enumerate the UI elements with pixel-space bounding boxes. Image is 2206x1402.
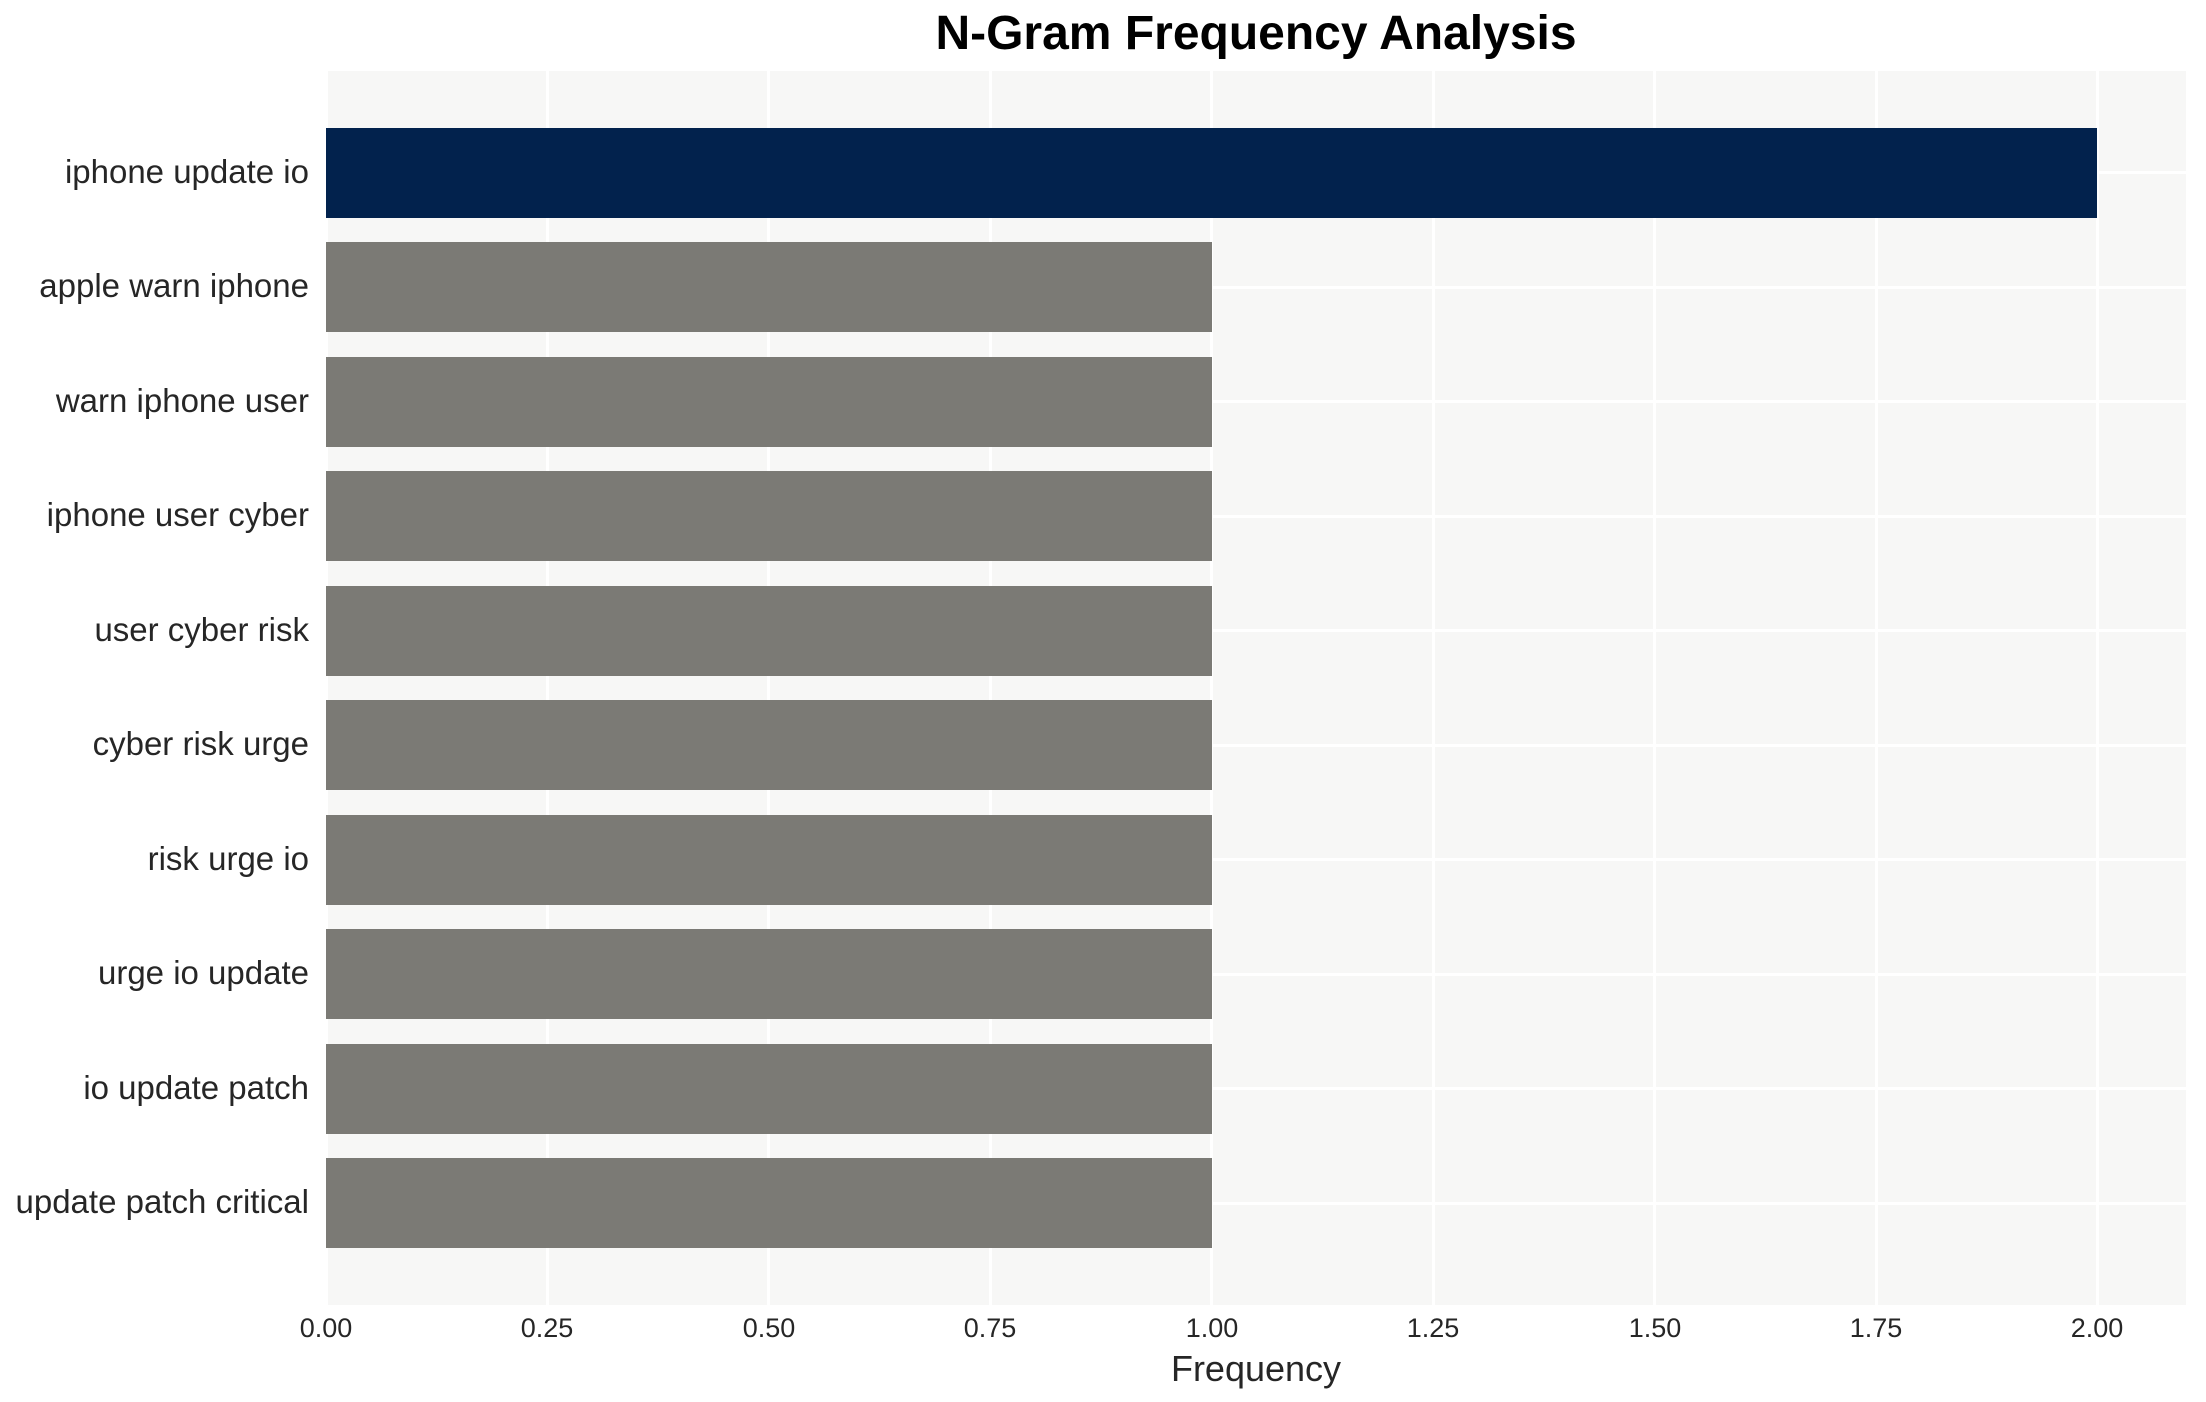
- x-tick-label: 0.75: [963, 1313, 1017, 1343]
- y-tick-label: apple warn iphone: [39, 267, 309, 304]
- grid-line-horizontal: [326, 973, 2186, 976]
- bar: [326, 242, 1212, 332]
- bar: [326, 128, 2097, 218]
- grid-line-vertical: [2096, 71, 2099, 1305]
- x-tick-label: 2.00: [2070, 1313, 2124, 1343]
- bar: [326, 471, 1212, 561]
- x-axis-label: Frequency: [1170, 1348, 1342, 1389]
- bar: [326, 700, 1212, 790]
- grid-line-horizontal: [326, 286, 2186, 289]
- y-tick-label: update patch critical: [15, 1183, 309, 1220]
- x-tick-label: 0.50: [742, 1313, 796, 1343]
- bar: [326, 1158, 1212, 1248]
- bar: [326, 1044, 1212, 1134]
- grid-line-horizontal: [326, 629, 2186, 632]
- grid-line-horizontal: [326, 1202, 2186, 1205]
- grid-line-horizontal: [326, 400, 2186, 403]
- grid-line-vertical: [325, 71, 328, 1305]
- y-tick-label: warn iphone user: [55, 382, 309, 419]
- bar: [326, 586, 1212, 676]
- y-tick-label: risk urge io: [147, 840, 309, 877]
- grid-line-vertical: [1875, 71, 1878, 1305]
- bar: [326, 357, 1212, 447]
- grid-line-vertical: [546, 71, 549, 1305]
- x-tick-label: 1.25: [1406, 1313, 1460, 1343]
- y-tick-label: user cyber risk: [94, 611, 309, 648]
- bar: [326, 815, 1212, 905]
- y-tick-label: iphone user cyber: [46, 496, 309, 533]
- grid-line-vertical: [767, 71, 770, 1305]
- x-tick-label: 1.50: [1628, 1313, 1682, 1343]
- grid-line-horizontal: [326, 1087, 2186, 1090]
- x-tick-label: 0.00: [299, 1313, 353, 1343]
- chart-title: N-Gram Frequency Analysis: [935, 7, 1577, 60]
- grid-line-vertical: [1432, 71, 1435, 1305]
- x-tick-label: 1.75: [1849, 1313, 1903, 1343]
- y-tick-label: cyber risk urge: [92, 725, 309, 762]
- grid-line-vertical: [1653, 71, 1656, 1305]
- grid-line-horizontal: [326, 744, 2186, 747]
- y-tick-label: urge io update: [97, 954, 309, 991]
- grid-line-horizontal: [326, 858, 2186, 861]
- grid-line-vertical: [989, 71, 992, 1305]
- grid-line-vertical: [1210, 71, 1213, 1305]
- y-tick-label: iphone update io: [64, 153, 309, 190]
- x-tick-label: 0.25: [520, 1313, 574, 1343]
- plot-area: [325, 71, 2186, 1305]
- x-tick-label: 1.00: [1185, 1313, 1239, 1343]
- y-tick-label: io update patch: [83, 1069, 309, 1106]
- bar: [326, 929, 1212, 1019]
- grid-line-horizontal: [326, 515, 2186, 518]
